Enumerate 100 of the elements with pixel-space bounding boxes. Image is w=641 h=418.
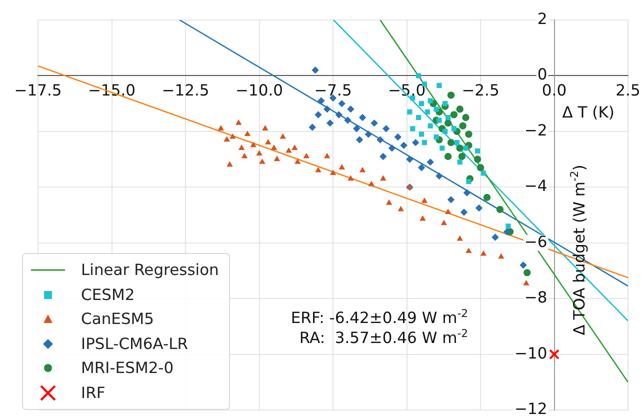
point [474,156,482,163]
legend-label: Linear Regression [81,261,219,280]
point [480,250,487,256]
y-tick-label: −8 [524,288,548,307]
point [483,194,491,202]
point [244,130,251,136]
point [442,101,448,106]
point [442,128,448,134]
point [456,106,464,113]
point [344,116,352,124]
y-tick-label: 0 [537,66,548,84]
point [241,152,248,158]
point [348,175,354,181]
point [412,138,420,146]
point [324,106,331,113]
point [524,269,531,276]
point [368,180,374,186]
point [386,199,392,205]
x-tick-label: −12.5 [162,82,210,100]
point [444,152,452,160]
point [446,114,451,120]
point [418,164,426,172]
point [358,114,366,122]
point [314,111,322,118]
legend-label: CanESM5 [81,310,154,328]
y-tick-label: −10 [514,344,548,362]
point [444,208,452,214]
point [476,164,484,172]
point [324,152,330,158]
point [440,220,448,226]
point [457,160,462,165]
point [262,125,268,130]
point [463,146,468,151]
point [406,156,414,163]
point [434,106,439,112]
point [465,130,472,138]
point [256,150,262,156]
point [315,166,322,172]
y-tick-label: 2 [537,10,548,28]
point [308,124,316,131]
point [447,138,455,146]
point [303,152,310,158]
point [459,122,466,130]
point [463,189,471,196]
point [259,158,266,164]
point [330,170,336,176]
point [292,144,298,150]
legend-label: IPSL-CM6A-LR [81,334,188,353]
y-tick-label: −2 [524,121,548,140]
point [326,119,334,127]
point [462,114,470,122]
point [523,280,530,286]
point [238,144,245,150]
point [420,215,426,221]
point [380,175,386,181]
point [475,148,480,154]
point [480,170,486,176]
point [440,146,445,151]
point [280,133,286,139]
point [364,130,372,138]
point [359,166,366,172]
point [312,66,319,74]
point [416,73,422,78]
point [436,82,442,88]
point [398,206,404,212]
point [338,164,345,170]
legend-label: MRI-ESM2-0 [81,359,174,378]
point [466,248,472,254]
point [426,158,434,166]
point [230,133,236,139]
x-tick-label: 0.0 [542,82,567,100]
y-tick-label: −12 [514,400,548,418]
point [492,234,499,241]
legend-label: CESM2 [81,286,135,304]
point [410,126,416,132]
point [376,136,384,144]
point [458,152,466,160]
y-tick-label: −4 [524,177,548,196]
point [436,172,443,180]
point [424,109,430,114]
point [520,262,527,269]
point [460,208,468,216]
x-tick-label: −17.5 [14,82,62,100]
point [421,197,428,203]
point [353,125,360,132]
point [436,118,442,123]
point [347,106,354,113]
point [475,204,483,212]
point [380,152,387,160]
point [318,97,325,104]
point [264,138,272,144]
point [496,206,504,214]
point [270,144,278,150]
point [506,224,511,229]
point [274,156,280,162]
point [286,147,292,153]
point [447,92,455,99]
point [549,349,560,360]
point [224,136,230,142]
point [454,140,460,146]
